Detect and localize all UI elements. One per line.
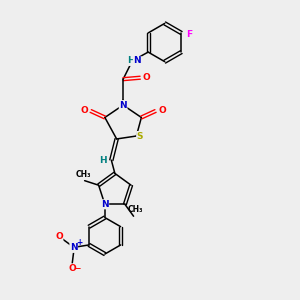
Text: F: F [187, 30, 193, 39]
Text: CH₃: CH₃ [127, 205, 143, 214]
Text: S: S [137, 131, 143, 140]
Text: N: N [101, 200, 109, 209]
Text: O: O [68, 264, 76, 273]
Text: N: N [134, 56, 141, 65]
Text: O: O [80, 106, 88, 116]
Text: −: − [74, 264, 80, 273]
Text: O: O [143, 73, 151, 82]
Text: CH₃: CH₃ [75, 169, 91, 178]
Text: +: + [76, 238, 82, 247]
Text: O: O [158, 106, 166, 116]
Text: H: H [127, 56, 134, 65]
Text: N: N [70, 243, 77, 252]
Text: H: H [99, 156, 107, 165]
Text: O: O [55, 232, 63, 241]
Text: N: N [119, 100, 127, 109]
